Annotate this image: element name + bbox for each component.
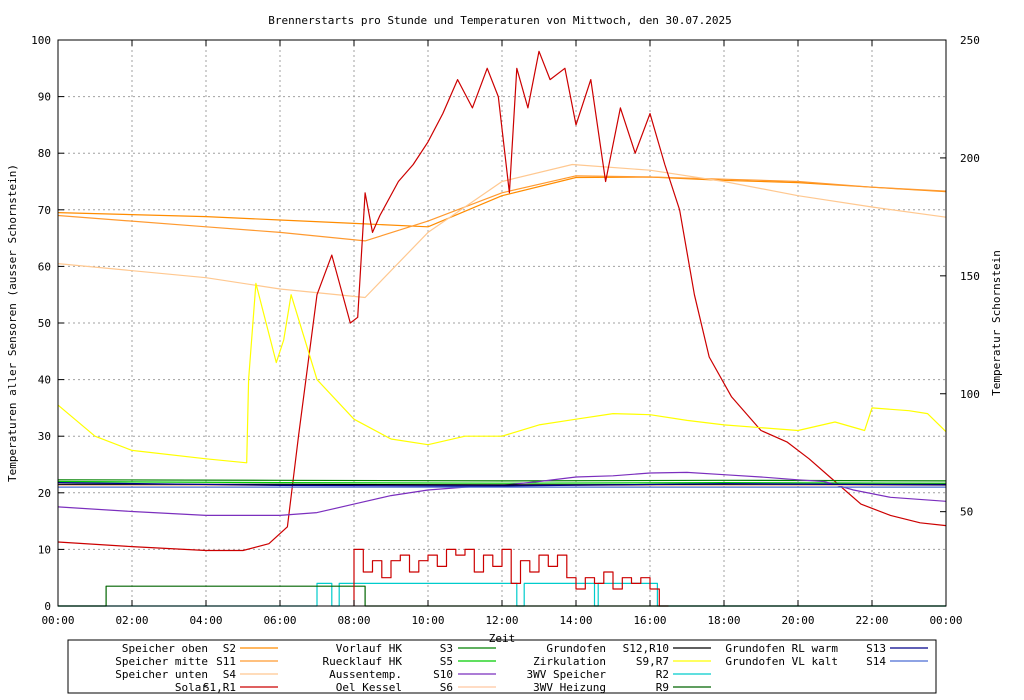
x-axis: 00:00 02:00 04:00 06:00 08:00 10:00 12:00 14:00… bbox=[41, 40, 963, 627]
legend-label: Speicher unten bbox=[115, 668, 208, 681]
legend-code: S11 bbox=[216, 655, 236, 668]
y2-tick-label: 250 bbox=[960, 34, 980, 47]
x-tick-label: 06:00 bbox=[263, 614, 296, 627]
y2-tick-label: 50 bbox=[960, 506, 973, 519]
legend-code: R9 bbox=[656, 681, 669, 694]
legend-code: S13 bbox=[866, 642, 886, 655]
legend-code: S4 bbox=[223, 668, 237, 681]
legend-label: 3WV Speicher bbox=[527, 668, 607, 681]
x-tick-label: 04:00 bbox=[189, 614, 222, 627]
x-axis-label: Zeit bbox=[489, 632, 516, 645]
legend-label: Grundofen VL kalt bbox=[725, 655, 838, 668]
y-tick-label: 30 bbox=[38, 430, 51, 443]
legend-label: Zirkulation bbox=[533, 655, 606, 668]
legend-label: Oel Kessel bbox=[336, 681, 402, 694]
legend-label: Speicher mitte bbox=[115, 655, 208, 668]
series-line bbox=[353, 548, 669, 607]
series-line bbox=[57, 482, 947, 487]
x-tick-label: 12:00 bbox=[485, 614, 518, 627]
y-tick-label: 60 bbox=[38, 260, 51, 273]
x-tick-label: 22:00 bbox=[855, 614, 888, 627]
x-tick-label: 00:00 bbox=[41, 614, 74, 627]
legend-label: Aussentemp. bbox=[329, 668, 402, 681]
x-tick-label: 20:00 bbox=[781, 614, 814, 627]
series-line bbox=[57, 50, 947, 552]
legend-box bbox=[67, 639, 937, 694]
series-line bbox=[57, 471, 947, 516]
legend-code: S9,R7 bbox=[636, 655, 669, 668]
y2-axis-label: Temperatur Schornstein bbox=[990, 250, 1003, 396]
legend-code: S12,R10 bbox=[623, 642, 669, 655]
legend-code: S5 bbox=[440, 655, 453, 668]
y-axis-label: Temperaturen aller Sensoren (ausser Scho… bbox=[6, 164, 19, 482]
y-tick-label: 20 bbox=[38, 487, 51, 500]
legend-label: Speicher oben bbox=[122, 642, 208, 655]
x-tick-label: 16:00 bbox=[633, 614, 666, 627]
y2-tick-label: 200 bbox=[960, 152, 980, 165]
x-tick-label: 08:00 bbox=[337, 614, 370, 627]
series-line bbox=[57, 176, 947, 228]
legend-code: S2 bbox=[223, 642, 236, 655]
y2-axis: 50 100 150 200 250 bbox=[940, 34, 980, 519]
grid bbox=[58, 40, 946, 606]
series-line bbox=[57, 480, 947, 484]
x-tick-label: 02:00 bbox=[115, 614, 148, 627]
y-tick-label: 0 bbox=[44, 600, 51, 613]
y-tick-label: 50 bbox=[38, 317, 51, 330]
chart-title: Brennerstarts pro Stunde und Temperature… bbox=[268, 14, 732, 27]
legend-label: 3WV Heizung bbox=[533, 681, 606, 694]
x-tick-label: 10:00 bbox=[411, 614, 444, 627]
legend-label: Solar bbox=[175, 681, 208, 694]
y2-tick-label: 150 bbox=[960, 270, 980, 283]
y2-tick-label: 100 bbox=[960, 388, 980, 401]
legend-label: Vorlauf HK bbox=[336, 642, 403, 655]
y-tick-label: 40 bbox=[38, 374, 51, 387]
legend-label: Grundofen RL warm bbox=[725, 642, 838, 655]
plot-area bbox=[57, 50, 947, 607]
legend-code: S6 bbox=[440, 681, 453, 694]
x-tick-label: 00:00 bbox=[929, 614, 962, 627]
legend-code: R2 bbox=[656, 668, 669, 681]
series-line bbox=[57, 163, 947, 299]
legend-code: S10 bbox=[433, 668, 453, 681]
legend-code: S14 bbox=[866, 655, 886, 668]
y-tick-label: 90 bbox=[38, 91, 51, 104]
legend-label: Ruecklauf HK bbox=[323, 655, 403, 668]
x-tick-label: 14:00 bbox=[559, 614, 592, 627]
legend-label: Grundofen bbox=[546, 642, 606, 655]
legend-code: S1,R1 bbox=[203, 681, 236, 694]
y-tick-label: 80 bbox=[38, 147, 51, 160]
x-tick-label: 18:00 bbox=[707, 614, 740, 627]
y-tick-label: 70 bbox=[38, 204, 51, 217]
legend-code: S3 bbox=[440, 642, 453, 655]
y-tick-label: 10 bbox=[38, 543, 51, 556]
legend: Speicher oben S2 Speicher mitte S11 Speicher… bbox=[115, 642, 928, 694]
series-line bbox=[57, 479, 947, 482]
y-tick-label: 100 bbox=[31, 34, 51, 47]
series-line bbox=[57, 175, 947, 242]
y-axis: 0 10 20 30 40 50 60 70 80 90 100 bbox=[31, 34, 64, 613]
series-line bbox=[57, 282, 947, 464]
